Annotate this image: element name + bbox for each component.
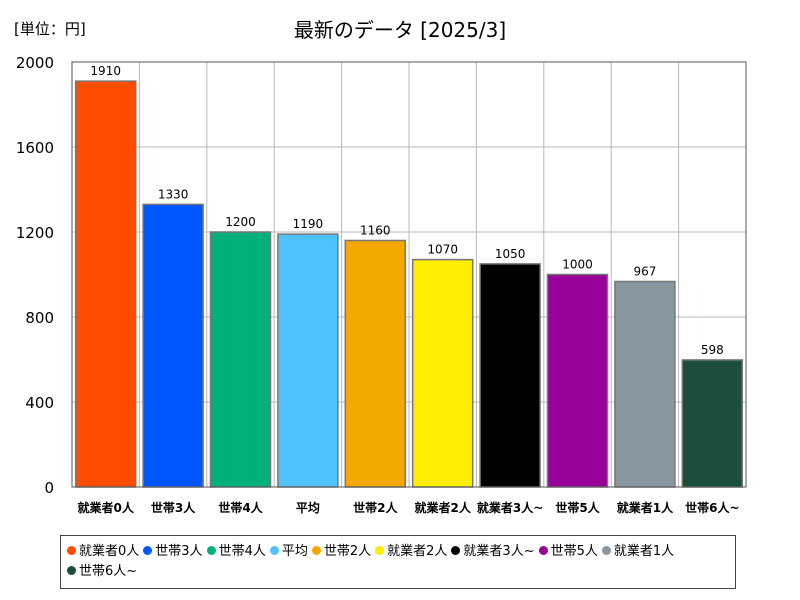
bars [74,80,744,488]
bar [614,280,676,488]
y-tick-label: 2000 [16,54,54,72]
legend-swatch [311,546,321,555]
data-label: 1330 [158,187,189,201]
bar [344,239,407,488]
legend-swatch [67,566,76,575]
x-tick-label: 世帯2人 [353,500,398,515]
data-label: 598 [701,343,724,357]
data-label: 1000 [562,258,593,272]
legend-item: 世帯5人 [538,542,598,562]
legend-label: 就業者1人 [613,544,675,559]
legend-label: 平均 [281,544,308,559]
data-labels: 1910 1330 1200 1190 1160 1070 1050 1000 967 598 [90,64,723,357]
legend-label: 就業者2人 [387,544,448,559]
bar [546,273,609,488]
x-tick-label: 就業者1人 [617,500,674,515]
x-tick-label: 就業者2人 [415,500,472,515]
x-tick-label: 世帯4人 [218,500,263,515]
legend-item: 就業者2人 [375,542,447,562]
bar [479,263,541,488]
data-label: 1160 [360,224,391,238]
bar [74,80,137,488]
y-tick-label: 1600 [16,139,54,157]
x-tick-label: 就業者0人 [78,500,135,515]
data-label: 1910 [90,64,121,78]
x-axis-ticks: 就業者0人 世帯3人 世帯4人 平均 世帯2人 就業者2人 就業者3人~ 世帯5人 就業者1人世… [78,500,740,515]
legend-item: 世帯2人 [311,542,372,562]
bar [209,231,272,488]
y-tick-label: 0 [44,479,54,497]
y-tick-label: 400 [25,394,54,412]
unit-label: [単位：円] [14,20,86,38]
legend-swatch [375,546,385,555]
plot-frame [71,61,747,488]
legend-swatch [451,546,461,555]
legend-label: 世帯6人~ [79,564,138,579]
legend-swatch [67,546,76,555]
legend-label: 世帯5人 [550,544,598,559]
legend: 就業者0人 世帯3人 世帯4人 平均 世帯2人 就業者2人 就業者3人~ 世帯5人 就業者1人世… [60,535,736,589]
legend-item: 就業者0人 [67,542,139,562]
legend-item: 世帯6人~ [67,562,137,582]
chart-title: 最新のデータ [2025/3] [293,18,507,42]
x-tick-label: 世帯6人~ [685,500,739,515]
bar-chart: 1910 1330 1200 1190 1160 1070 1050 1000 967 598 0… [16,54,747,515]
legend-swatch [206,546,216,555]
x-tick-label: 世帯3人 [151,500,196,515]
y-tick-label: 800 [25,309,54,327]
data-label: 1200 [225,215,256,229]
y-tick-label: 1200 [16,224,54,242]
legend-label: 世帯4人 [218,544,266,559]
data-label: 1070 [427,243,458,257]
bar [681,359,744,488]
x-tick-label: 平均 [296,500,320,515]
legend-item: 世帯4人 [206,542,266,562]
legend-label: 就業者3人~ [463,544,535,559]
legend-swatch [143,546,153,555]
data-label: 967 [633,265,656,279]
legend-item: 世帯3人 [143,542,203,562]
legend-item: 就業者1人 [601,542,675,562]
data-label: 1190 [293,217,324,231]
bar [411,258,474,488]
legend-swatch [601,546,611,555]
legend-label: 世帯2人 [323,544,372,559]
legend-swatch [269,546,279,555]
legend-item: 就業者3人~ [451,542,535,562]
x-tick-label: 就業者3人~ [477,500,543,515]
bar [142,203,204,488]
bar [277,233,339,488]
legend-item: 平均 [269,542,308,562]
data-label: 1050 [495,247,526,261]
y-axis-ticks: 0 400 800 1200 1600 2000 [16,54,54,497]
legend-label: 就業者0人 [79,544,140,559]
legend-label: 世帯3人 [155,544,203,559]
legend-swatch [538,546,548,555]
x-tick-label: 世帯5人 [555,500,600,515]
